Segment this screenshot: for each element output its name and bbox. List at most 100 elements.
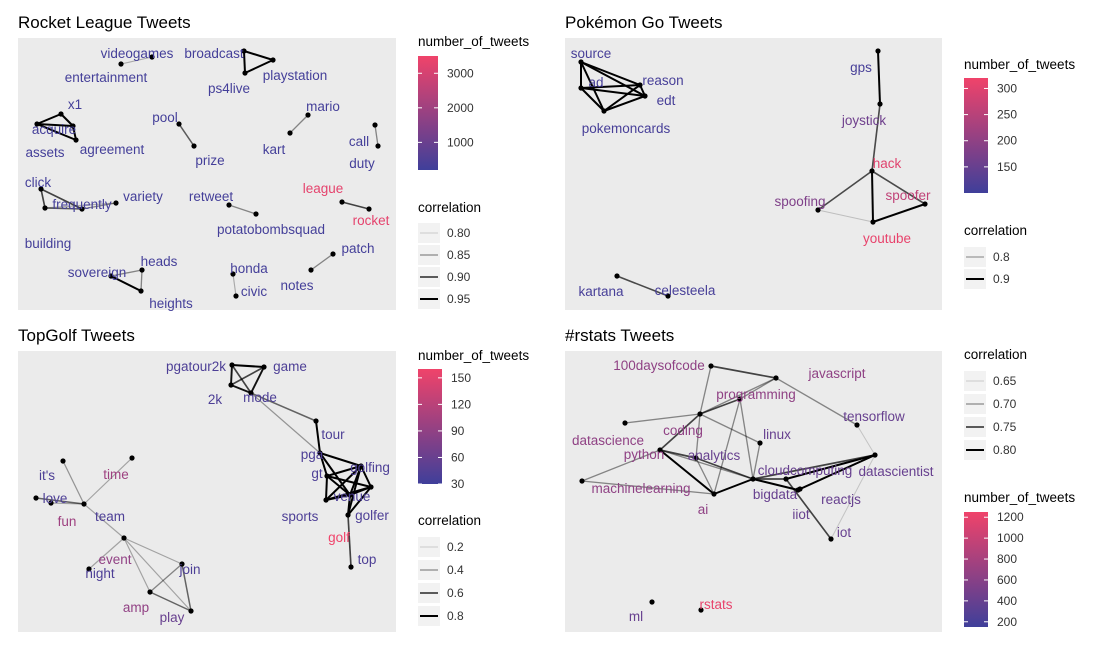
node-duty bbox=[375, 143, 381, 149]
edge-golfing-golfer bbox=[360, 465, 372, 488]
edge-analytics-ai bbox=[695, 457, 715, 495]
edge-amp-join bbox=[149, 563, 183, 593]
node-label-reactjs: reactjs bbox=[821, 492, 861, 507]
node-entertainment bbox=[118, 61, 124, 67]
edge-datascientist-iot bbox=[830, 454, 876, 540]
node-golfer bbox=[368, 484, 374, 490]
node-label-notes: notes bbox=[280, 278, 313, 293]
node-label-rocket: rocket bbox=[353, 213, 390, 228]
count-legend-title: number_of_tweets bbox=[418, 34, 529, 49]
node-iot bbox=[828, 536, 834, 542]
node-machinelearning bbox=[579, 478, 585, 484]
node-label-machinelearning: machinelearning bbox=[591, 481, 690, 496]
node-label-broadcast: broadcast bbox=[184, 46, 244, 61]
edge-it-s-team bbox=[62, 460, 85, 505]
node-venue bbox=[347, 492, 353, 498]
node-linux bbox=[757, 440, 763, 446]
node-label-team: team bbox=[95, 509, 125, 524]
correlation-legend: correlation 0.2 0.4 0.6 0.8 bbox=[418, 513, 481, 626]
correlation-legend: correlation 0.8 0.9 bbox=[964, 223, 1027, 289]
edge-python-ai bbox=[659, 449, 715, 495]
edge-golfing-sports bbox=[325, 465, 362, 501]
correlation-legend: correlation 0.65 0.70 0.75 0.80 bbox=[964, 347, 1027, 460]
node-label-variety: variety bbox=[123, 189, 163, 204]
node-mode bbox=[248, 390, 254, 396]
node-time bbox=[129, 455, 135, 461]
panel-background bbox=[18, 351, 396, 632]
node-analytics bbox=[693, 455, 699, 461]
edges bbox=[580, 50, 926, 297]
node-sports bbox=[323, 497, 329, 503]
correlation-key-label: 0.80 bbox=[447, 226, 471, 240]
count-colorbar bbox=[964, 78, 988, 193]
node-pga bbox=[317, 450, 323, 456]
edge-tensorflow-datascientist bbox=[856, 424, 876, 456]
edge-x1-acquire bbox=[36, 113, 62, 125]
panel-title: Rocket League Tweets bbox=[18, 13, 191, 32]
node-playstation bbox=[270, 57, 276, 63]
node-tour bbox=[313, 418, 319, 424]
node-label-heads: heads bbox=[141, 254, 178, 269]
node-sovereign bbox=[108, 273, 114, 279]
correlation-key-bg bbox=[418, 560, 440, 580]
node-labels: videogames broadcast entertainment ps4live p… bbox=[25, 46, 390, 311]
correlation-key-bg bbox=[418, 537, 440, 557]
node-label-venue: venue bbox=[334, 489, 371, 504]
node-heads bbox=[139, 267, 145, 273]
edge-gt-golfing bbox=[326, 465, 362, 477]
node-gps bbox=[875, 48, 881, 54]
node-label-programming: programming bbox=[716, 387, 796, 402]
edge-frequently-building bbox=[44, 207, 83, 210]
node-videogames bbox=[149, 54, 155, 60]
node-cloudcomputing bbox=[783, 476, 789, 482]
correlation-key-bg bbox=[964, 247, 986, 267]
node-tensorflow bbox=[854, 422, 860, 428]
node-label-coding: coding bbox=[663, 423, 703, 438]
node-datascientist bbox=[872, 452, 878, 458]
node-label-amp: amp bbox=[123, 600, 149, 615]
edge-pgatour2k-2k bbox=[230, 364, 233, 386]
node-event bbox=[121, 535, 127, 541]
edge-time-team bbox=[83, 457, 133, 505]
node-honda bbox=[230, 271, 236, 277]
node-label-pokemoncards: pokemoncards bbox=[582, 121, 671, 136]
node-label-potatobombsquad: potatobombsquad bbox=[217, 222, 325, 237]
edge-frequently-variety bbox=[81, 202, 117, 210]
node-label-iot: iot bbox=[837, 525, 852, 540]
node-100daysofcode bbox=[708, 363, 714, 369]
edge-100daysofcode-javascript bbox=[710, 365, 777, 379]
node-league bbox=[339, 199, 345, 205]
edge-game-mode bbox=[250, 366, 265, 394]
edge-cloudcomputing-datascientist bbox=[785, 454, 876, 480]
edge-pool-prize bbox=[178, 123, 195, 147]
node-call bbox=[372, 122, 378, 128]
node-gt bbox=[324, 473, 330, 479]
edge-acquire-agreement bbox=[36, 123, 77, 141]
node-label-heights: heights bbox=[149, 296, 193, 311]
node-click bbox=[38, 186, 44, 192]
node-source bbox=[578, 59, 584, 65]
edge-retweet-potatobombsquad bbox=[228, 204, 257, 215]
node-label-agreement: agreement bbox=[80, 142, 145, 157]
node-celesteela bbox=[665, 293, 671, 299]
count-tick-label: 30 bbox=[451, 477, 465, 491]
node-label-rstats: rstats bbox=[699, 597, 732, 612]
edge-kartana-celesteela bbox=[616, 275, 669, 297]
edge-ai-bigdata bbox=[713, 478, 754, 495]
correlation-key-label: 0.8 bbox=[447, 609, 464, 623]
node-label-time: time bbox=[103, 467, 129, 482]
correlation-key-label: 0.70 bbox=[993, 397, 1017, 411]
node-it-s bbox=[60, 458, 66, 464]
node-rocket bbox=[366, 206, 372, 212]
node-label-pgatour2k: pgatour2k bbox=[166, 359, 226, 374]
node-potatobombsquad bbox=[253, 211, 259, 217]
count-colorbar bbox=[418, 56, 438, 170]
edge-hack-youtube bbox=[871, 170, 874, 223]
edge-mario-kart bbox=[289, 114, 309, 134]
node-label-datascientist: datascientist bbox=[858, 464, 933, 479]
node-label-youtube: youtube bbox=[863, 231, 911, 246]
panel-background bbox=[18, 38, 396, 310]
edge-hack-spoofing bbox=[817, 170, 873, 211]
